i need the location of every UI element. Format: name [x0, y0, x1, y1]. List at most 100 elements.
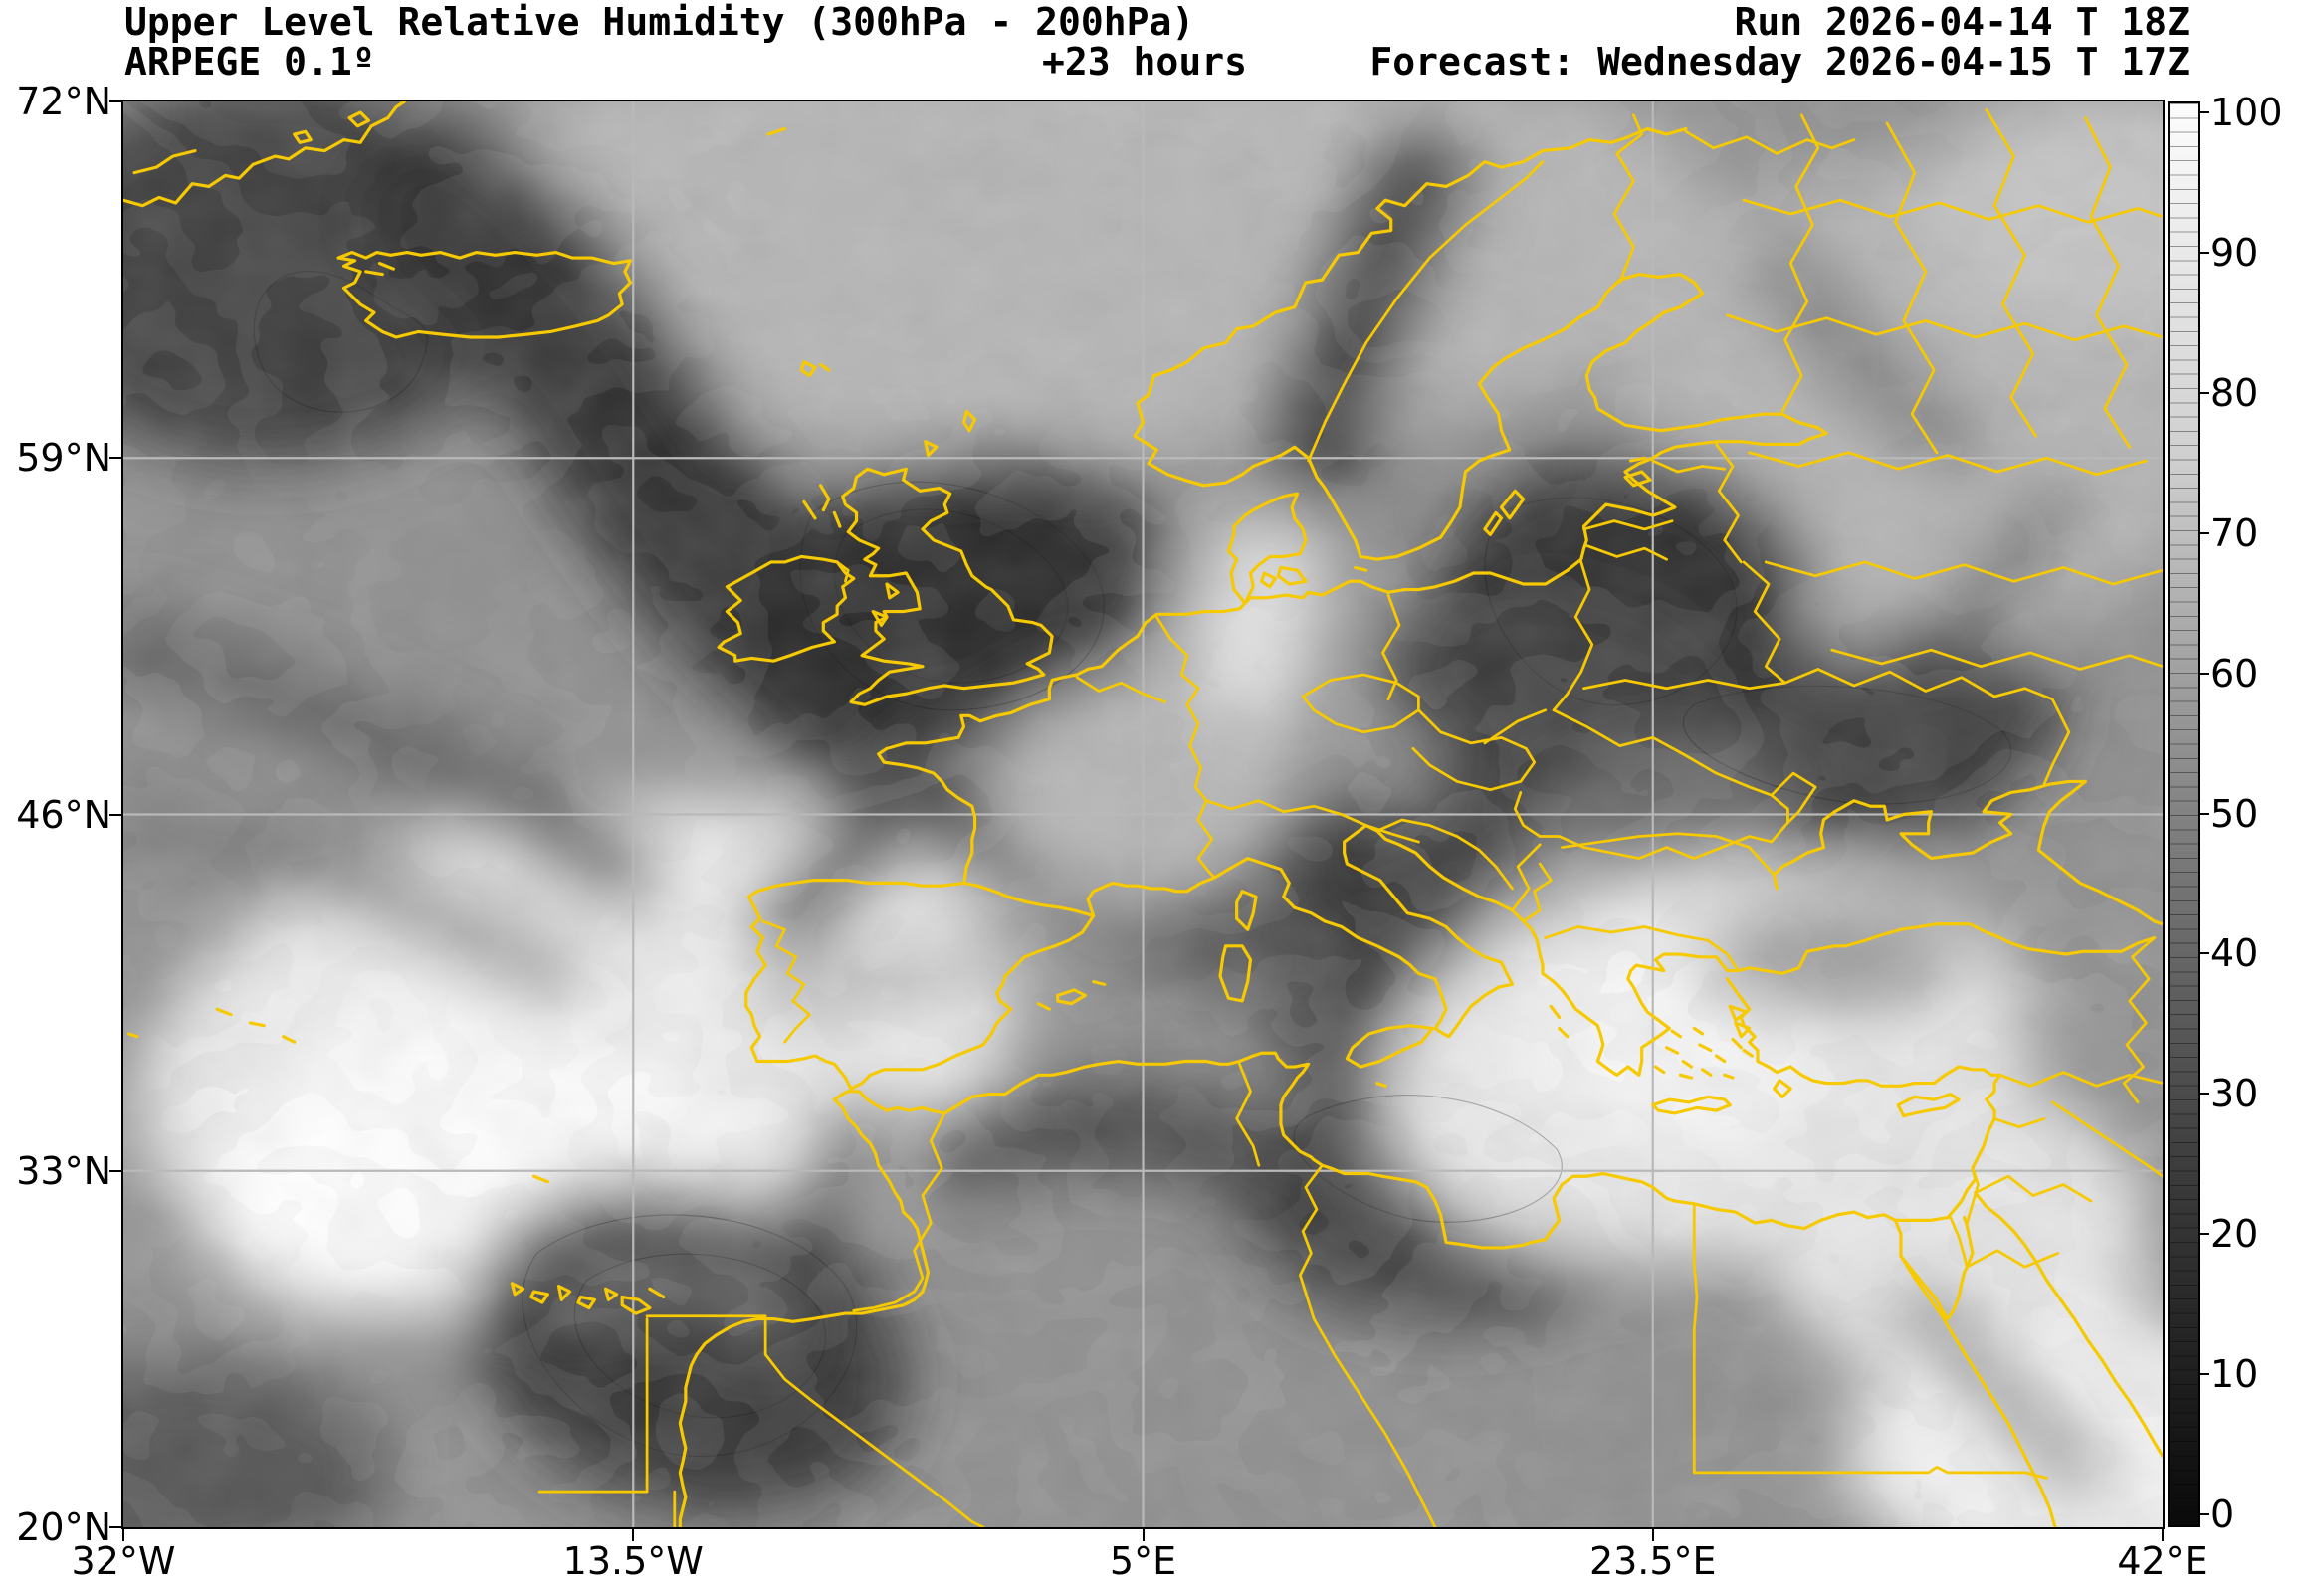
faroe-shetland-islands [799, 360, 977, 458]
page-title: Upper Level Relative Humidity (300hPa - … [124, 0, 1195, 44]
border-morocco-algeria [852, 1111, 946, 1312]
lat-axis-tick [109, 813, 121, 816]
lon-axis-tick [122, 1529, 124, 1541]
crete-coastline [1651, 1095, 1732, 1115]
colorbar [2168, 101, 2200, 1527]
lon-axis-label: 32°W [71, 1539, 176, 1583]
colorbar-tick [2200, 952, 2209, 955]
run-label: Run 2026-04-14 T 18Z [1734, 0, 2190, 44]
border-bulgaria-danube [1544, 832, 1776, 972]
lead-time-label: +23 hours [1042, 40, 1247, 84]
colorbar-tick-label: 30 [2210, 1072, 2259, 1116]
border-austria-hungary [1411, 708, 1548, 792]
hebrides-islands [802, 484, 900, 627]
border-poland [1381, 560, 1594, 712]
lat-axis-label: 33°N [16, 1148, 111, 1193]
colorbar-tick-label: 0 [2210, 1493, 2235, 1536]
madeira-azores-islands [126, 1007, 550, 1184]
colorbar-tick-label: 10 [2210, 1352, 2259, 1397]
lon-axis-label: 13.5°W [562, 1539, 704, 1583]
border-turkey-east [1998, 936, 2163, 1178]
black-sea-north-coastline [1772, 779, 2163, 926]
border-lapland [1684, 129, 1856, 155]
border-finland-russia [1780, 113, 1820, 413]
lat-axis-tick [109, 457, 121, 460]
colorbar-tick-label: 40 [2210, 931, 2259, 976]
balearic-islands [1036, 980, 1107, 1011]
canary-islands [510, 1282, 666, 1315]
colorbar-tick-label: 100 [2210, 91, 2283, 134]
denmark-coastline [1226, 492, 1368, 605]
colorbar-tick [2200, 391, 2209, 394]
sinai-red-sea-coastline [1893, 1191, 2163, 1527]
lon-axis-tick [1651, 1529, 1654, 1541]
greenland-fjords [132, 110, 787, 175]
border-romania-carpathians [1513, 708, 1789, 860]
country-borders [123, 101, 2163, 1527]
lon-axis-label: 5°E [1109, 1539, 1177, 1583]
lon-axis-tick [632, 1529, 635, 1541]
border-levant [1949, 1117, 2093, 1269]
colorbar-tick [2200, 1233, 2209, 1236]
border-ireland-uk [835, 560, 850, 583]
sardinia-coastline [1218, 944, 1253, 1003]
border-tunisia-libya-algeria [1235, 1062, 1437, 1527]
lat-axis-label: 46°N [16, 792, 111, 837]
colorbar-tick [2200, 111, 2209, 113]
border-libya-egypt [1692, 1202, 1699, 1475]
north-africa-coastline [678, 1051, 1950, 1527]
scandinavia-baltic-coastline [877, 126, 1828, 885]
lat-axis-tick [109, 1526, 121, 1528]
border-ukraine-belarus [1582, 560, 2071, 825]
cyprus-coastline [1896, 1093, 1961, 1118]
lat-axis-label: 59°N [16, 436, 111, 481]
colorbar-tick-label: 20 [2210, 1212, 2259, 1257]
iberia-coastline [744, 879, 1096, 1091]
lat-axis-label: 72°N [16, 80, 111, 123]
inland-country-borders [537, 107, 2163, 1527]
gotland-oland-saaremaa [1483, 456, 1652, 536]
colorbar-tick [2200, 1513, 2209, 1515]
colorbar-tick [2200, 251, 2209, 254]
greenland-coastline [123, 101, 407, 208]
aegean-islands [1549, 1004, 1792, 1098]
lon-axis-tick [2162, 1529, 2164, 1541]
colorbar-tick-label: 70 [2210, 510, 2259, 555]
humidity-map [123, 101, 2163, 1527]
lon-axis-label: 23.5°E [1588, 1539, 1717, 1583]
border-norway-sweden [1307, 160, 1545, 463]
border-sweden-finland [1612, 113, 1644, 285]
border-spain-portugal [761, 919, 811, 1044]
border-germany-west [1075, 615, 1208, 803]
model-label: ARPEGE 0.1º [124, 40, 375, 84]
great-britain-coastline [841, 467, 1054, 706]
colorbar-tick [2200, 531, 2209, 534]
corsica-coastline [1235, 890, 1258, 931]
colorbar-tick [2200, 1373, 2209, 1376]
lat-axis-tick [109, 1169, 121, 1172]
colorbar-tick [2200, 672, 2209, 675]
border-baltics-russia [1582, 443, 1743, 564]
lon-axis-label: 42°E [2117, 1539, 2208, 1583]
colorbar-tick [2200, 1093, 2209, 1096]
colorbar-tick-label: 60 [2210, 651, 2259, 696]
colorbar-tick [2200, 812, 2209, 815]
border-western-sahara [537, 1314, 985, 1527]
graticule-gridlines [123, 101, 2163, 1527]
lat-axis-label: 20°N [16, 1505, 111, 1549]
colorbar-tick-label: 80 [2210, 370, 2259, 415]
forecast-label: Forecast: Wednesday 2026-04-15 T 17Z [1369, 40, 2190, 84]
border-russia-regions [1726, 107, 2163, 671]
colorbar-tick-label: 50 [2210, 791, 2259, 836]
ireland-coastline [717, 554, 856, 663]
sicily-malta-coastline [1345, 1024, 1434, 1088]
turkey-levant-coastline [1725, 977, 2002, 1220]
colorbar-tick-label: 90 [2210, 230, 2259, 275]
border-alps [1196, 799, 1368, 880]
iceland-coastline [336, 250, 633, 339]
border-balkans [1364, 818, 1553, 923]
lon-axis-tick [1142, 1529, 1145, 1541]
lat-axis-tick [109, 100, 121, 102]
border-egypt-sudan [1692, 1465, 2049, 1480]
